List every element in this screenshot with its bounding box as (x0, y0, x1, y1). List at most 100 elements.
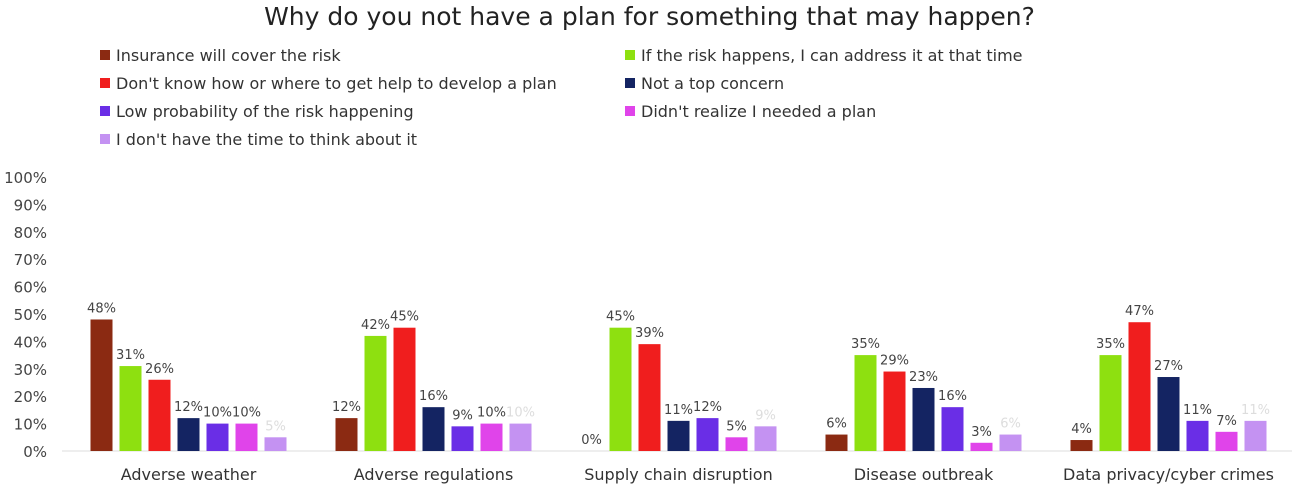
y-tick-label: 80% (14, 224, 47, 242)
bar (1244, 420, 1267, 451)
data-label: 26% (145, 362, 174, 377)
legend-swatch (100, 134, 110, 144)
y-tick-label: 100% (4, 169, 47, 187)
bar (177, 418, 200, 451)
bar (638, 344, 661, 451)
legend-item: I don't have the time to think about it (100, 128, 625, 150)
bar (1099, 355, 1122, 451)
bar (696, 418, 719, 451)
x-tick-label: Adverse weather (121, 465, 257, 484)
bar (119, 366, 142, 451)
legend-label: Low probability of the risk happening (116, 101, 414, 121)
bar (1186, 420, 1209, 451)
y-tick-label: 40% (14, 333, 47, 351)
data-label: 6% (826, 417, 847, 432)
y-tick-label: 70% (14, 251, 47, 269)
legend-swatch (625, 78, 635, 88)
data-label: 35% (851, 337, 880, 352)
legend-item: Don't know how or where to get help to d… (100, 72, 625, 94)
bar (754, 426, 777, 451)
legend-label: Not a top concern (641, 73, 785, 93)
data-label: 27% (1154, 359, 1183, 374)
legend-swatch (625, 106, 635, 116)
y-tick-label: 10% (14, 416, 47, 434)
bar (999, 434, 1022, 451)
bar (825, 434, 848, 451)
data-label: 10% (203, 406, 232, 421)
data-label: 10% (232, 406, 261, 421)
data-label: 5% (726, 419, 747, 434)
bar (1128, 322, 1151, 451)
data-label: 11% (1183, 403, 1212, 418)
bar (451, 426, 474, 451)
data-label: 48% (87, 301, 116, 316)
data-label: 47% (1125, 304, 1154, 319)
legend-swatch (625, 50, 635, 60)
bar (1157, 377, 1180, 451)
y-tick-label: 90% (14, 196, 47, 214)
legend-swatch (100, 50, 110, 60)
y-tick-label: 0% (23, 443, 47, 461)
data-label: 11% (1241, 403, 1270, 418)
data-label: 9% (452, 408, 473, 423)
data-label: 42% (361, 318, 390, 333)
y-tick-label: 60% (14, 279, 47, 297)
bar (235, 423, 258, 451)
data-label: 12% (174, 400, 203, 415)
legend-swatch (100, 106, 110, 116)
legend-label: Don't know how or where to get help to d… (116, 73, 557, 93)
bar (335, 418, 358, 451)
bar (1070, 440, 1093, 451)
data-label: 31% (116, 348, 145, 363)
data-label: 7% (1216, 414, 1237, 429)
y-tick-label: 50% (14, 306, 47, 324)
data-label: 4% (1071, 422, 1092, 437)
legend-item: Insurance will cover the risk (100, 44, 625, 66)
data-label: 45% (390, 310, 419, 325)
legend-label: I don't have the time to think about it (116, 129, 418, 149)
data-label: 16% (419, 389, 448, 404)
data-label: 10% (506, 406, 535, 421)
data-label: 11% (664, 403, 693, 418)
data-label: 3% (971, 425, 992, 440)
bar (941, 407, 964, 451)
bar (667, 420, 690, 451)
bar (264, 437, 287, 451)
legend-label: Didn't realize I needed a plan (641, 101, 877, 121)
bar (970, 442, 993, 451)
data-label: 45% (606, 310, 635, 325)
legend-item: Didn't realize I needed a plan (625, 100, 1150, 122)
legend-swatch (100, 78, 110, 88)
legend-label: If the risk happens, I can address it at… (641, 45, 1023, 65)
bar (364, 335, 387, 451)
x-tick-label: Supply chain disruption (584, 465, 772, 484)
bar (90, 319, 113, 451)
chart-title: Why do you not have a plan for something… (264, 2, 1035, 31)
bar (1215, 431, 1238, 451)
bar (206, 423, 229, 451)
y-tick-label: 20% (14, 388, 47, 406)
data-label: 6% (1000, 417, 1021, 432)
data-label: 12% (693, 400, 722, 415)
bar (422, 407, 445, 451)
data-label: 35% (1096, 337, 1125, 352)
data-label: 10% (477, 406, 506, 421)
x-tick-label: Adverse regulations (354, 465, 514, 484)
legend-item: If the risk happens, I can address it at… (625, 44, 1150, 66)
x-tick-label: Disease outbreak (854, 465, 994, 484)
bar (725, 437, 748, 451)
bar (883, 371, 906, 451)
bar (480, 423, 503, 451)
bar (148, 379, 171, 451)
data-label: 9% (755, 408, 776, 423)
x-tick-label: Data privacy/cyber crimes (1063, 465, 1274, 484)
y-tick-label: 30% (14, 361, 47, 379)
legend-item: Low probability of the risk happening (100, 100, 625, 122)
bar (509, 423, 532, 451)
bar (854, 355, 877, 451)
legend-item: Not a top concern (625, 72, 1150, 94)
data-label: 23% (909, 370, 938, 385)
bar (393, 327, 416, 451)
bar (609, 327, 632, 451)
